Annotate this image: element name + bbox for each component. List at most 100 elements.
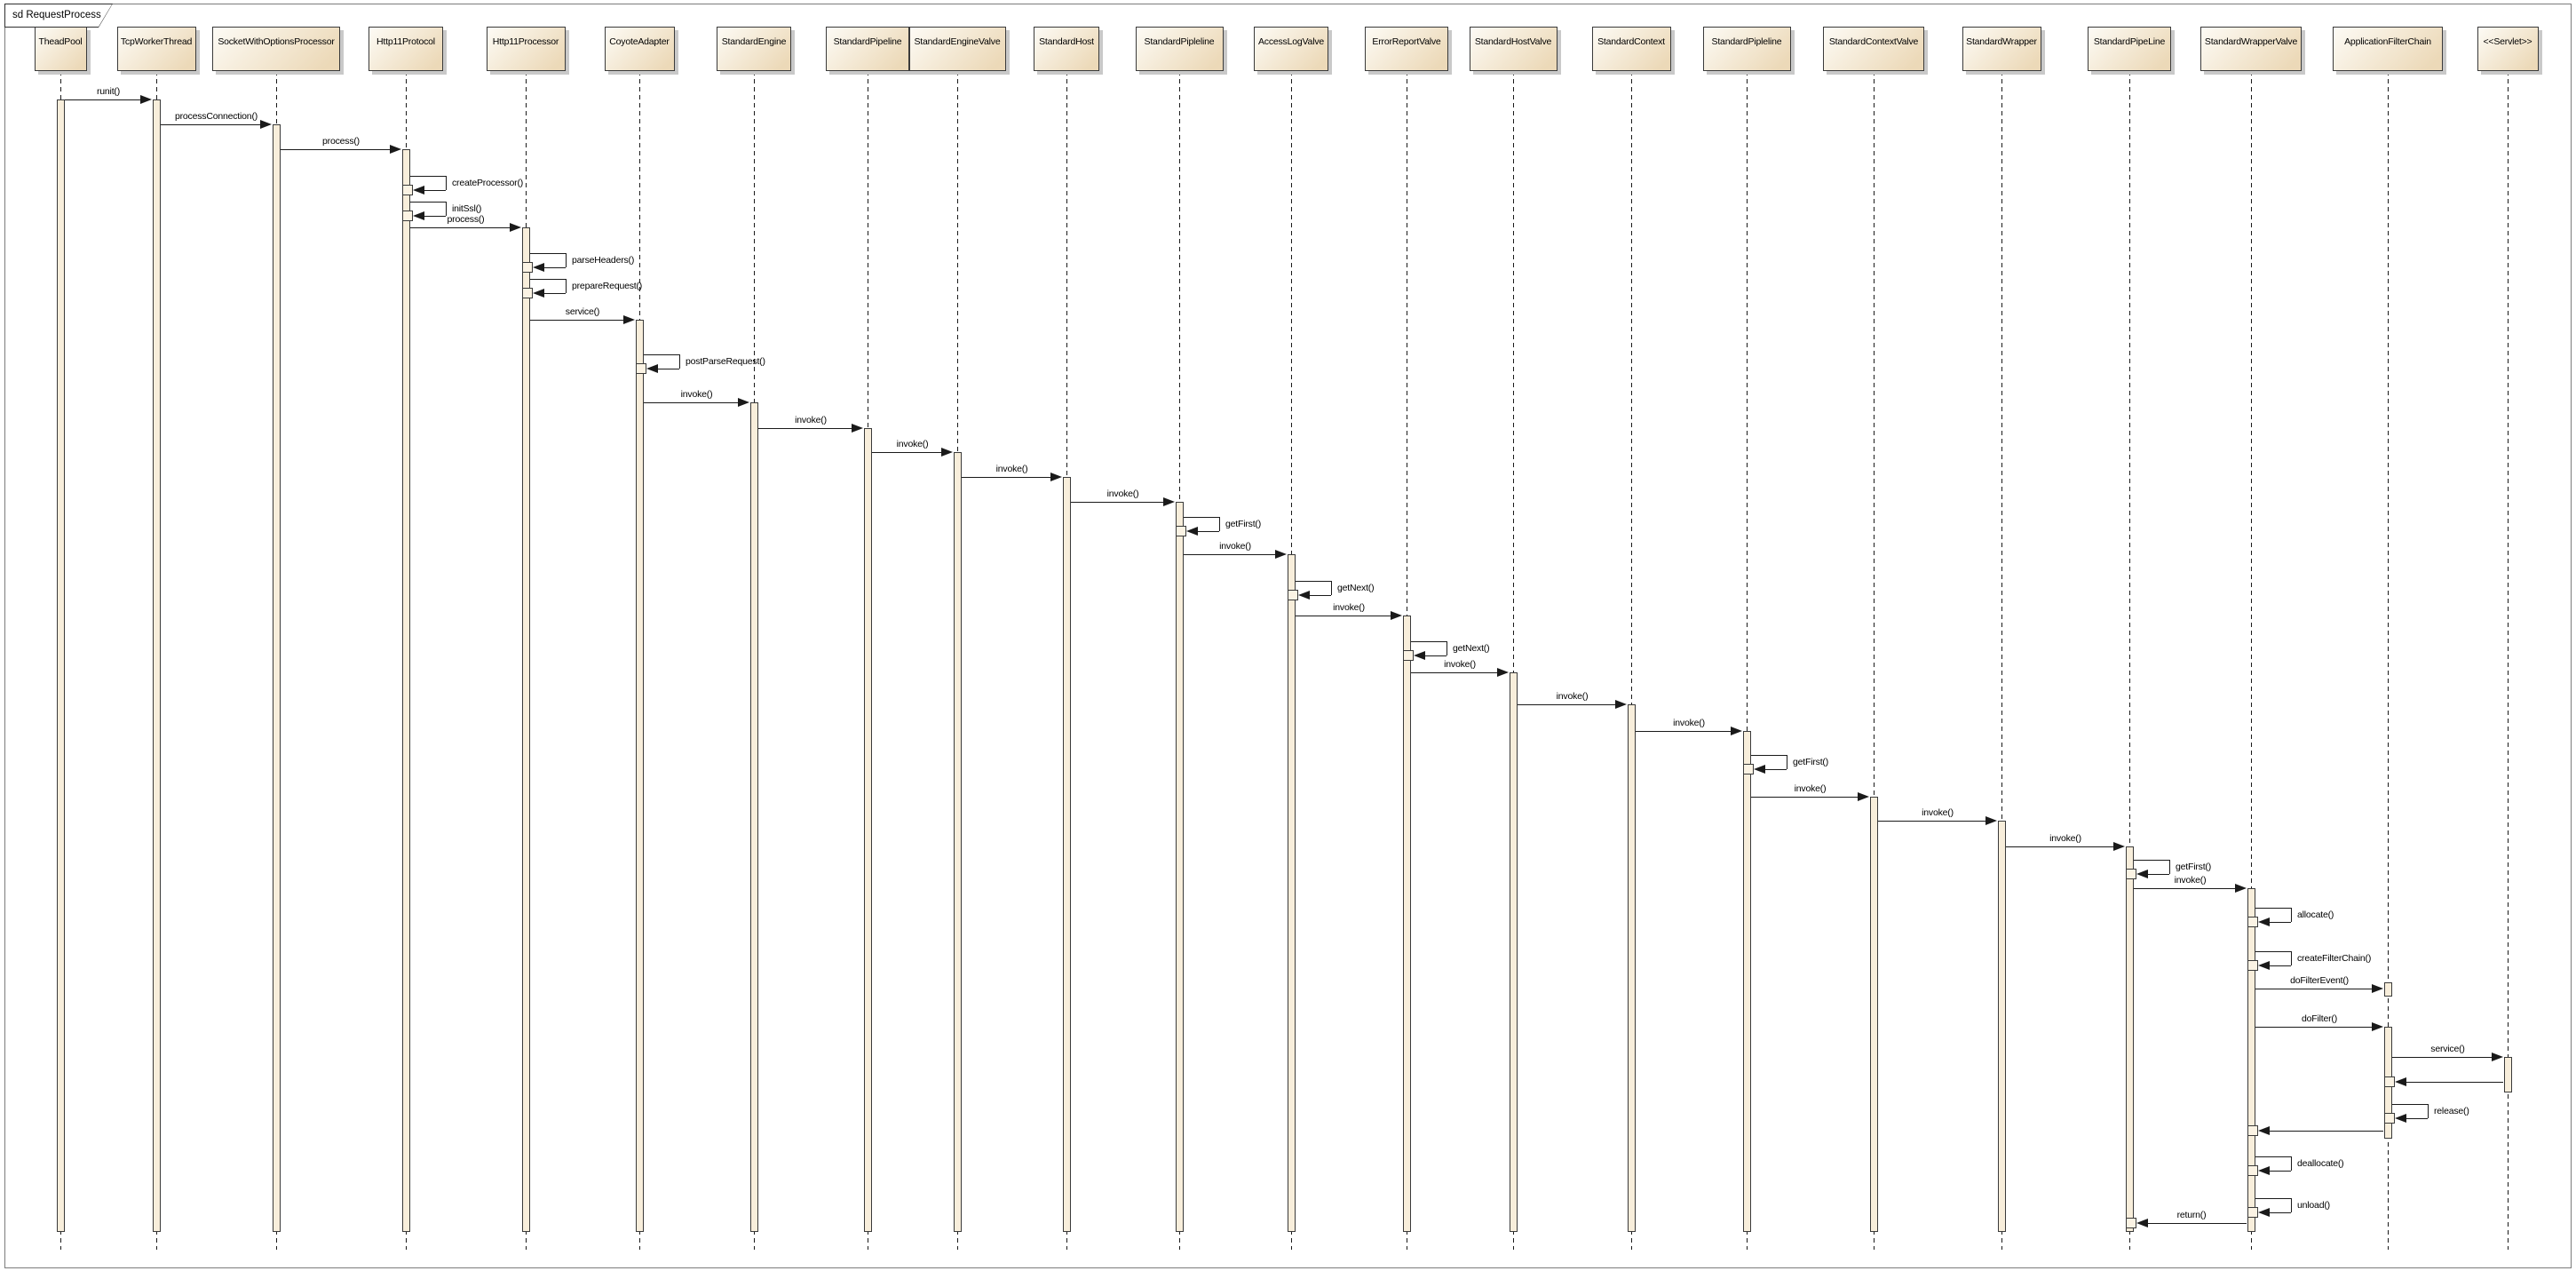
message-label: invoke()	[1673, 718, 1705, 728]
self-message-bottom	[424, 190, 446, 191]
self-message-label: prepareRequest()	[572, 281, 643, 291]
self-message-side	[566, 253, 567, 267]
message-label: invoke()	[1922, 807, 1954, 818]
activation-bar	[1742, 731, 1751, 1232]
message-label: invoke()	[1556, 691, 1589, 702]
self-message-top	[1751, 755, 1787, 756]
self-return-square	[2247, 1165, 2258, 1176]
self-message-label: release()	[2434, 1106, 2469, 1116]
activation-bar	[401, 149, 410, 1232]
message-line	[758, 428, 860, 429]
message-label: invoke()	[1333, 602, 1365, 613]
self-message-label: unload()	[2297, 1200, 2330, 1211]
arrowhead-left-icon	[2395, 1114, 2406, 1123]
message-line	[1751, 797, 1867, 798]
return-target-square	[2247, 1125, 2258, 1136]
lifeline-head: ErrorReportValve	[1365, 27, 1448, 71]
lifeline-dash	[2001, 71, 2002, 1250]
message-label: invoke()	[995, 464, 1028, 474]
self-message-label: getFirst()	[1793, 757, 1829, 767]
activation-bar	[1175, 502, 1184, 1232]
message-label: invoke()	[795, 415, 827, 425]
message-label: doFilter()	[2301, 1013, 2337, 1024]
self-message-side	[2428, 1104, 2429, 1118]
self-message-label: getFirst()	[2176, 862, 2212, 872]
self-return-square	[522, 288, 533, 298]
arrowhead-right-icon	[1163, 497, 1175, 506]
lifeline-dash	[2129, 71, 2130, 1250]
self-return-square	[636, 363, 646, 374]
lifeline-head: TheadPool	[34, 27, 87, 71]
message-label: processConnection()	[174, 111, 258, 122]
return-line	[2139, 1223, 2247, 1224]
self-message-side	[2291, 1156, 2292, 1171]
return-target-square	[2126, 1218, 2136, 1228]
self-message-top	[2255, 951, 2291, 952]
return-target-square	[2384, 1076, 2395, 1087]
message-line	[1411, 672, 1506, 673]
activation-bar	[1627, 704, 1636, 1232]
activation-bar	[1997, 821, 2006, 1232]
lifeline-head: StandardPipeline	[826, 27, 909, 71]
self-return-square	[2247, 1207, 2258, 1218]
arrowhead-right-icon	[738, 398, 749, 407]
lifeline-head: Http11Protocol	[369, 27, 443, 71]
activation-bar	[1869, 797, 1878, 1232]
message-line	[161, 124, 269, 125]
arrowhead-right-icon	[1731, 727, 1742, 735]
activation-bar	[56, 99, 65, 1232]
self-return-square	[2247, 917, 2258, 927]
message-label: invoke()	[1106, 489, 1139, 499]
self-message-top	[530, 253, 566, 254]
lifeline-head: StandardPipeLine	[2088, 27, 2171, 71]
activation-bar	[1062, 477, 1071, 1232]
lifeline-head: CoyoteAdapter	[604, 27, 675, 71]
activation-bar	[1402, 616, 1411, 1232]
message-label: service()	[565, 306, 600, 317]
message-line	[410, 227, 519, 228]
message-line	[1071, 502, 1172, 503]
self-return-square	[522, 262, 533, 273]
arrowhead-right-icon	[2372, 1022, 2383, 1031]
arrowhead-left-icon	[1414, 651, 1425, 660]
lifeline-head: <<Servlet>>	[2477, 27, 2539, 71]
self-message-top	[2134, 860, 2169, 861]
self-message-bottom	[2270, 1212, 2291, 1213]
arrowhead-left-icon	[533, 289, 544, 298]
lifeline-head: StandardWrapperValve	[2200, 27, 2302, 71]
arrowhead-left-icon	[2258, 1208, 2270, 1217]
self-message-bottom	[2270, 1171, 2291, 1172]
activation-bar	[2125, 846, 2134, 1232]
self-return-square	[2126, 869, 2136, 879]
self-message-bottom	[1198, 531, 1219, 532]
diagram-title: sd RequestProcess	[5, 4, 112, 27]
lifeline-head: StandardContext	[1591, 27, 1671, 71]
self-message-bottom	[1765, 769, 1787, 770]
message-label: invoke()	[1444, 659, 1476, 670]
lifeline-dash	[1747, 71, 1748, 1250]
arrowhead-left-icon	[2136, 870, 2148, 878]
arrowhead-right-icon	[260, 120, 272, 129]
self-message-label: createProcessor()	[452, 178, 524, 188]
arrowhead-left-icon	[2258, 1166, 2270, 1175]
activation-bar	[2383, 982, 2392, 997]
lifeline-head: SocketWithOptionsProcessor	[212, 27, 340, 71]
message-label: process()	[447, 214, 485, 225]
return-line	[2398, 1082, 2503, 1083]
self-message-bottom	[424, 216, 446, 217]
self-message-side	[679, 354, 680, 369]
lifeline-dash	[2251, 71, 2252, 1250]
lifeline-dash	[2508, 71, 2509, 1250]
self-message-top	[2392, 1104, 2428, 1105]
self-return-square	[402, 211, 413, 221]
message-line	[872, 452, 950, 453]
message-line	[644, 402, 747, 403]
self-message-top	[530, 279, 566, 280]
arrowhead-right-icon	[1050, 473, 1062, 481]
message-line	[2134, 888, 2244, 889]
lifeline-head: StandardContextValve	[1823, 27, 1924, 71]
self-message-side	[2291, 908, 2292, 922]
message-line	[65, 99, 149, 100]
message-label: runit()	[96, 86, 121, 97]
